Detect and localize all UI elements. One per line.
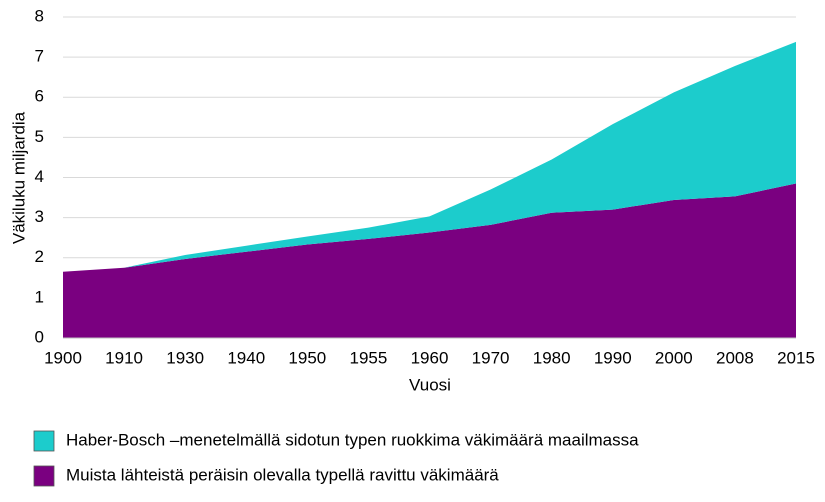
x-tick-label: 1930 <box>166 348 204 367</box>
x-tick-label: 1980 <box>533 348 571 367</box>
x-tick-label: 1910 <box>105 348 143 367</box>
y-tick-label: 3 <box>35 207 44 226</box>
x-tick-label: 1950 <box>288 348 326 367</box>
x-axis-label: Vuosi <box>409 375 451 394</box>
legend-swatch <box>33 465 55 487</box>
y-tick-label: 5 <box>35 127 44 146</box>
x-tick-label: 2000 <box>655 348 693 367</box>
x-tick-label: 1955 <box>350 348 388 367</box>
y-tick-label: 8 <box>35 6 44 25</box>
x-tick-label: 1990 <box>594 348 632 367</box>
x-tick-label: 1960 <box>411 348 449 367</box>
x-tick-label: 1900 <box>44 348 82 367</box>
y-tick-label: 6 <box>35 87 44 106</box>
legend-swatch <box>33 430 55 452</box>
y-tick-label: 7 <box>35 47 44 66</box>
x-tick-label: 2008 <box>716 348 754 367</box>
y-axis-label: Väkiluku miljardia <box>9 111 28 244</box>
x-tick-label: 2015 <box>777 348 815 367</box>
x-tick-label: 1970 <box>472 348 510 367</box>
y-tick-label: 0 <box>35 327 44 346</box>
y-tick-label: 2 <box>35 247 44 266</box>
y-tick-label: 4 <box>35 167 44 186</box>
y-tick-label: 1 <box>35 287 44 306</box>
area <box>63 41 796 272</box>
legend-label: Muista lähteistä peräisin olevalla typel… <box>66 465 499 484</box>
legend-label: Haber-Bosch –menetelmällä sidotun typen … <box>66 430 639 449</box>
area <box>63 183 796 338</box>
x-tick-label: 1940 <box>227 348 265 367</box>
